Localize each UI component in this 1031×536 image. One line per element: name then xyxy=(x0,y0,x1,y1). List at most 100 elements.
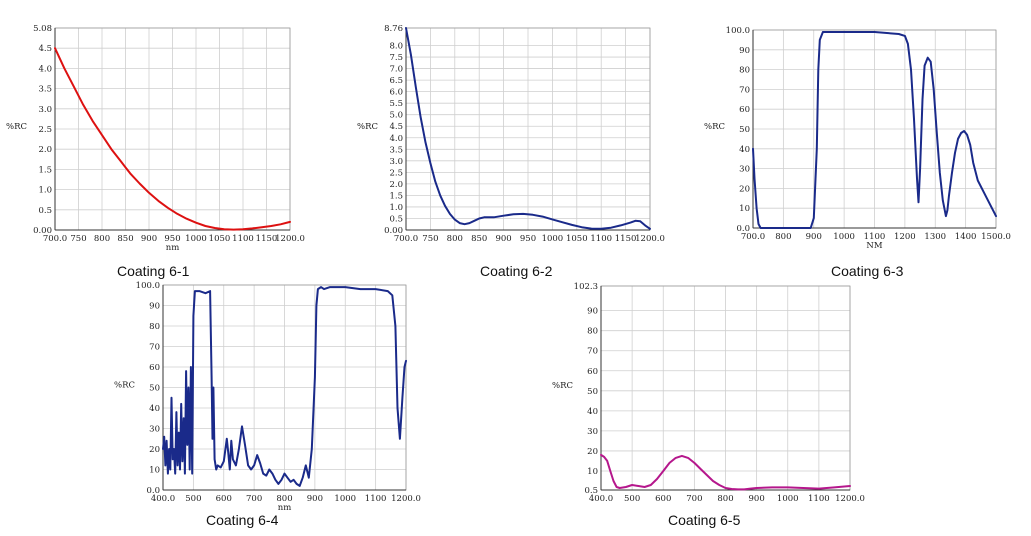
y-tick-label: 90 xyxy=(587,307,598,317)
y-axis-label: %RC xyxy=(114,381,135,391)
x-tick-label: 1100 xyxy=(808,494,830,504)
y-tick-label: 1.5 xyxy=(38,165,52,175)
x-tick-label: 600 xyxy=(216,494,232,504)
y-tick-label: 3.0 xyxy=(389,157,403,167)
x-tick-label: 1200.0 xyxy=(635,234,665,244)
x-tick-label: 1000 xyxy=(185,234,207,244)
chart-panel-coating-6-4: 400.0 500 600 700 800 900 1000 1100 1200.0 0.0 10 2… xyxy=(114,281,421,528)
y-tick-label: 6.5 xyxy=(389,76,403,86)
y-axis-label: %RC xyxy=(357,122,378,132)
x-tick-label: 1050 xyxy=(209,234,231,244)
y-tick-label: 40 xyxy=(587,407,598,417)
x-tick-label: 900 xyxy=(806,232,822,242)
x-tick-label: 750 xyxy=(422,234,438,244)
y-tick-label: 4.0 xyxy=(389,134,403,144)
y-tick-label: 50 xyxy=(587,387,598,397)
y-tick-label: 1.0 xyxy=(389,203,403,213)
x-axis-label: nm xyxy=(278,503,292,513)
x-axis-label: nm xyxy=(166,243,180,253)
x-tick-label: 1500.0 xyxy=(981,232,1011,242)
x-tick-label: 900 xyxy=(141,234,157,244)
y-tick-label: 20 xyxy=(149,445,160,455)
y-tick-label: 7.5 xyxy=(389,53,403,63)
x-tick-label: 700.0 xyxy=(394,234,418,244)
y-tick-label: 0.5 xyxy=(38,206,52,216)
x-tick-label: 1100 xyxy=(590,234,612,244)
x-tick-label: 500 xyxy=(185,494,201,504)
y-tick-label: 4.5 xyxy=(389,122,403,132)
y-tick-label: 0.0 xyxy=(736,224,750,234)
y-tick-label: 100.0 xyxy=(136,281,160,291)
y-tick-label: 8.0 xyxy=(389,42,403,52)
y-axis-label: %RC xyxy=(704,122,725,132)
x-tick-label: 800 xyxy=(276,494,292,504)
x-tick-label: 1100 xyxy=(864,232,886,242)
y-tick-label: 1.0 xyxy=(38,186,52,196)
x-tick-label: 700.0 xyxy=(741,232,765,242)
series-line xyxy=(405,27,651,230)
x-tick-label: 750 xyxy=(70,234,86,244)
y-tick-label: 90 xyxy=(149,302,160,312)
series-line xyxy=(600,453,851,491)
series-line xyxy=(752,31,997,229)
x-tick-label: 1000 xyxy=(334,494,356,504)
y-tick-label: 6.0 xyxy=(389,88,403,98)
x-tick-label: 1050 xyxy=(566,234,588,244)
chart-svg-coating-6-2: 700.0 750 800 850 900 950 1000 1050 1100 11501200… xyxy=(357,24,665,244)
x-tick-label: 400.0 xyxy=(589,494,613,504)
x-tick-label: 1000 xyxy=(777,494,799,504)
y-tick-label: 0.00 xyxy=(384,226,403,236)
y-tick-label: 90 xyxy=(739,46,750,56)
y-tick-label: 80 xyxy=(587,327,598,337)
y-tick-label: 10 xyxy=(149,466,160,476)
y-tick-label: 30 xyxy=(149,425,160,435)
x-tick-label: 1100 xyxy=(232,234,254,244)
y-tick-label: 20 xyxy=(739,184,750,194)
chart-panel-coating-6-2: 700.0 750 800 850 900 950 1000 1050 1100 1150 1200… xyxy=(0,0,700,290)
y-tick-label: 2.5 xyxy=(389,168,403,178)
x-tick-label: 1400 xyxy=(955,232,977,242)
chart-panel-coating-6-3: 700.0 800 900 1000 1100 1200 1300 1400 1500.0 0.0… xyxy=(704,26,1011,279)
chart-svg-coating-6-4: 400.0 500 600 700 800 900 1000 1100 1200.0 0.0 10 2… xyxy=(114,281,421,513)
y-tick-label: 60 xyxy=(587,367,598,377)
y-axis-label: %RC xyxy=(552,381,573,391)
y-tick-label: 60 xyxy=(739,105,750,115)
y-tick-label: 10 xyxy=(587,467,598,477)
y-tick-label: 5.5 xyxy=(389,99,403,109)
y-tick-label: 70 xyxy=(587,347,598,357)
x-tick-label: 400.0 xyxy=(151,494,175,504)
chart-svg-coating-6-3: 700.0 800 900 1000 1100 1200 1300 1400 1500.0 0.0… xyxy=(704,26,1011,251)
caption-coating-6-3: Coating 6-3 xyxy=(831,263,904,279)
y-tick-label: 1.5 xyxy=(389,191,403,201)
y-tick-label: 40 xyxy=(149,404,160,414)
y-tick-label: 70 xyxy=(739,85,750,95)
x-tick-label: 1200.0 xyxy=(835,494,865,504)
y-tick-label: 30 xyxy=(587,427,598,437)
x-tick-label: 950 xyxy=(164,234,180,244)
x-tick-label: 800 xyxy=(775,232,791,242)
y-tick-label: 30 xyxy=(739,165,750,175)
x-tick-label: 1150 xyxy=(256,234,278,244)
x-tick-label: 700 xyxy=(246,494,262,504)
y-tick-label: 40 xyxy=(739,145,750,155)
x-tick-label: 850 xyxy=(471,234,487,244)
x-tick-label: 1100 xyxy=(365,494,387,504)
y-tick-label: 2.5 xyxy=(38,125,52,135)
y-tick-label: 4.5 xyxy=(38,44,52,54)
x-tick-label: 800 xyxy=(717,494,733,504)
series-line xyxy=(162,286,407,487)
y-tick-label: 3.5 xyxy=(389,145,403,155)
x-tick-label: 1200.0 xyxy=(391,494,421,504)
y-tick-label: 10 xyxy=(739,204,750,214)
x-tick-label: 600 xyxy=(655,494,671,504)
y-tick-label: 50 xyxy=(149,384,160,394)
x-tick-label: 1000 xyxy=(542,234,564,244)
y-tick-label: 80 xyxy=(149,322,160,332)
x-tick-label: 900 xyxy=(307,494,323,504)
x-tick-label: 900 xyxy=(749,494,765,504)
x-tick-label: 700 xyxy=(686,494,702,504)
x-axis-label: NM xyxy=(866,241,882,251)
caption-coating-6-1: Coating 6-1 xyxy=(117,263,190,279)
x-tick-label: 800 xyxy=(447,234,463,244)
x-tick-label: 1200.0 xyxy=(275,234,305,244)
